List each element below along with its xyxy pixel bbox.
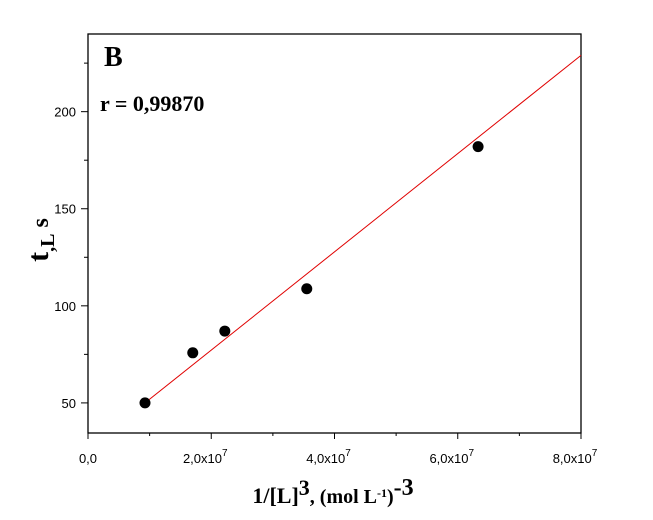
x-axis-label: 1/[L]3, (mol L-1)-3 [252, 475, 413, 508]
y-tick-label: 50 [62, 396, 76, 411]
data-point [219, 325, 231, 337]
y-axis-label: t,L s [22, 218, 59, 262]
y-tick-label: 200 [54, 105, 76, 120]
x-tick-label: 0,0 [79, 451, 97, 466]
x-tick-label: 6,0x107 [429, 448, 474, 466]
x-tick-label: 4,0x107 [306, 448, 351, 466]
x-tick-label: 8,0x107 [553, 448, 598, 466]
data-point [187, 347, 199, 359]
y-tick-label: 150 [54, 202, 76, 217]
correlation-annotation: r = 0,99870 [100, 91, 204, 116]
data-point [472, 141, 484, 153]
panel-label: B [104, 42, 123, 73]
y-tick-label: 100 [54, 299, 76, 314]
fit-line [144, 54, 582, 404]
data-point [301, 283, 313, 295]
x-tick-label: 2,0x107 [183, 448, 228, 466]
data-point [139, 397, 151, 409]
